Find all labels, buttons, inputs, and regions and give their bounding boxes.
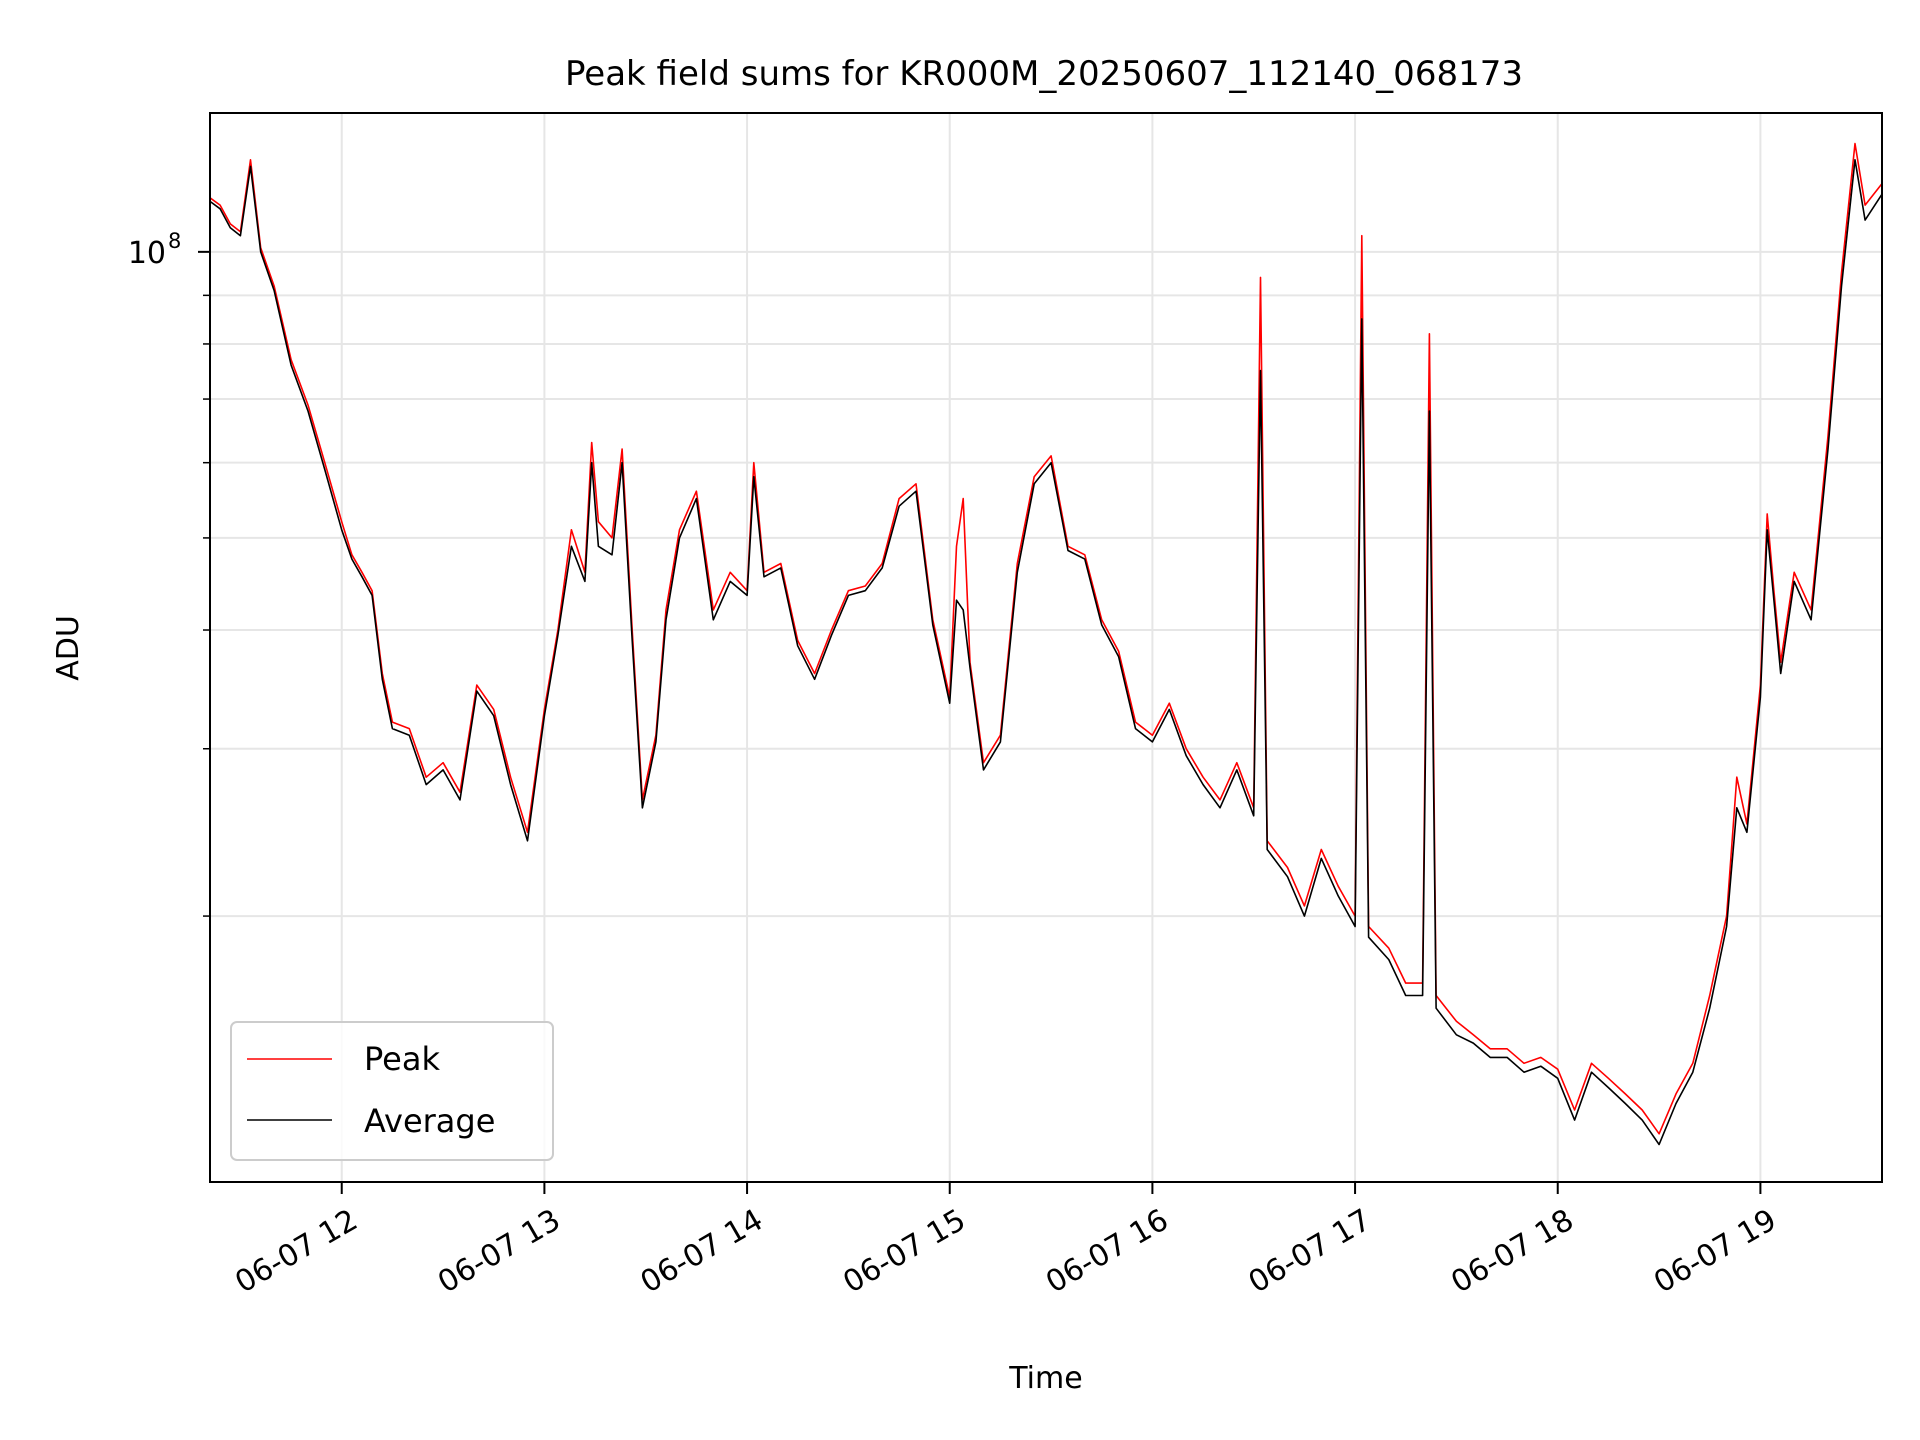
chart-title: Peak field sums for KR000M_20250607_1121… <box>565 54 1523 94</box>
plot-lines <box>209 142 1883 1146</box>
legend-average-label: Average <box>364 1102 495 1140</box>
x-axis-label: Time <box>1008 1361 1082 1396</box>
legend-peak-label: Peak <box>364 1040 440 1078</box>
y-axis-label: ADU <box>51 615 86 681</box>
legend: Peak Average <box>230 1021 554 1161</box>
y-tick-label: 10 <box>128 236 166 271</box>
plot-area-frame <box>209 112 1883 1183</box>
y-tick-label-exponent: 8 <box>168 229 181 253</box>
series-line-average <box>209 159 1883 1146</box>
legend-box <box>230 1021 554 1161</box>
y-axis: 10 8 <box>128 229 210 917</box>
grid-lines <box>210 113 1882 1182</box>
